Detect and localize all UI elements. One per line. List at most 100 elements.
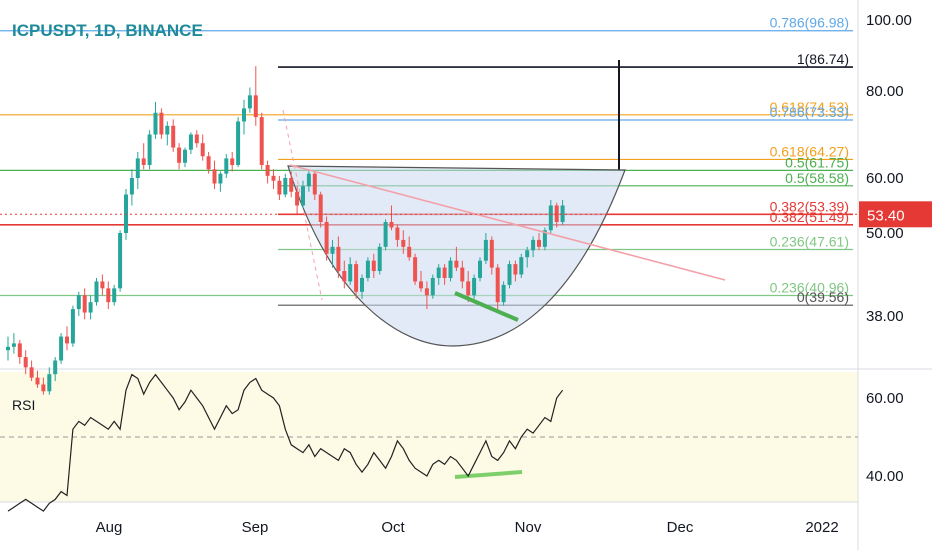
candle-body xyxy=(365,260,370,278)
candle-body xyxy=(53,360,58,375)
rsi-series xyxy=(0,373,858,512)
time-tick-label: Sep xyxy=(242,519,269,536)
price-tick-label: 80.00 xyxy=(866,83,904,100)
candle-body xyxy=(59,336,64,361)
axes: 100.00 80.00 60.00 50.00 38.00 60.00 40.00 53.4… xyxy=(96,12,932,536)
candle-body xyxy=(23,357,28,368)
candle-body xyxy=(442,267,447,278)
rsi-tick-label: 60.00 xyxy=(866,390,904,407)
rsi-tick-label: 40.00 xyxy=(866,468,904,485)
candle-body xyxy=(247,95,252,109)
candle-body xyxy=(312,173,317,195)
price-divergence-line xyxy=(454,291,519,322)
candle-body xyxy=(560,205,565,222)
candle-body xyxy=(348,264,353,282)
candle-body xyxy=(371,260,376,272)
candle-body xyxy=(159,112,164,135)
candle-body xyxy=(88,302,93,313)
candle-body xyxy=(460,267,465,282)
candle-body xyxy=(35,377,40,385)
price-tick-label: 100.00 xyxy=(866,12,912,29)
candle-body xyxy=(448,260,453,278)
fib-label: 0.786(73.33) xyxy=(770,104,849,120)
candle-body xyxy=(6,346,10,351)
candle-body xyxy=(436,267,441,278)
fib-label: 0.236(40.96) xyxy=(770,280,849,296)
fib-label: 0.618(64.27) xyxy=(770,143,849,159)
candle-body xyxy=(283,178,288,195)
candle-body xyxy=(519,257,524,275)
candle-body xyxy=(554,205,559,222)
candle-body xyxy=(324,222,329,254)
candle-body xyxy=(430,277,435,296)
fib-label: 0.5(58.58) xyxy=(785,170,849,186)
candle-body xyxy=(336,246,341,272)
candle-body xyxy=(259,117,264,165)
candle-body xyxy=(377,246,382,272)
candle-body xyxy=(525,250,530,258)
fib-label: 0.382(51.49) xyxy=(770,209,849,225)
candles xyxy=(6,66,565,395)
rsi-line xyxy=(7,373,564,512)
candle-body xyxy=(472,277,477,296)
current-price-value: 53.40 xyxy=(867,207,905,224)
candle-body xyxy=(11,343,16,347)
candle-body xyxy=(94,281,99,303)
current-price-badge xyxy=(859,201,932,228)
candle-body xyxy=(171,125,176,148)
candle-body xyxy=(212,169,217,184)
candle-body xyxy=(354,264,359,292)
candle-body xyxy=(483,239,488,261)
fib-label: 0.5(61.75) xyxy=(785,154,849,170)
candle-body xyxy=(206,156,211,170)
price-tick-label: 38.00 xyxy=(866,308,904,325)
candle-body xyxy=(236,121,241,165)
candle-body xyxy=(147,134,152,165)
candle-body xyxy=(424,288,429,296)
candle-body xyxy=(188,134,193,150)
candle-body xyxy=(537,239,541,247)
fib-label: 0(39.56) xyxy=(797,289,849,305)
rsi-divergence-line xyxy=(454,470,523,479)
overlays xyxy=(0,164,858,479)
fib-label: 0.786(96.98) xyxy=(770,15,849,31)
fib-label: 0.382(53.39) xyxy=(770,198,849,214)
candle-body xyxy=(407,246,412,258)
candle-body xyxy=(17,343,22,358)
candle-body xyxy=(271,175,276,181)
candle-body xyxy=(301,186,305,206)
candle-body xyxy=(100,281,105,289)
time-tick-label: 2022 xyxy=(805,519,838,536)
candle-body xyxy=(401,239,406,247)
candle-body xyxy=(194,134,199,144)
candle-body xyxy=(29,367,34,378)
fib-label: 0.236(47.61) xyxy=(770,234,849,250)
candle-body xyxy=(230,158,235,165)
candle-body xyxy=(135,158,140,178)
candle-body xyxy=(489,239,494,268)
candle-body xyxy=(495,267,500,303)
candle-body xyxy=(224,158,229,174)
candle-body xyxy=(360,277,364,292)
candle-body xyxy=(306,173,311,187)
candle-body xyxy=(65,336,69,344)
candle-body xyxy=(41,384,46,392)
candle-body xyxy=(318,194,323,222)
candle-body xyxy=(165,125,170,135)
candle-body xyxy=(47,374,52,392)
candle-body xyxy=(413,257,418,282)
candle-body xyxy=(513,264,518,275)
time-tick-label: Oct xyxy=(381,519,405,536)
candle-body xyxy=(501,284,506,303)
candle-body xyxy=(124,194,128,233)
candle-body xyxy=(295,191,300,206)
price-tick-label: 50.00 xyxy=(866,225,904,242)
candle-body xyxy=(454,260,459,268)
candle-body xyxy=(342,271,347,282)
candle-body xyxy=(129,178,134,195)
time-tick-label: Dec xyxy=(667,519,694,536)
candle-body xyxy=(330,246,335,254)
downtrend-line xyxy=(289,164,726,281)
